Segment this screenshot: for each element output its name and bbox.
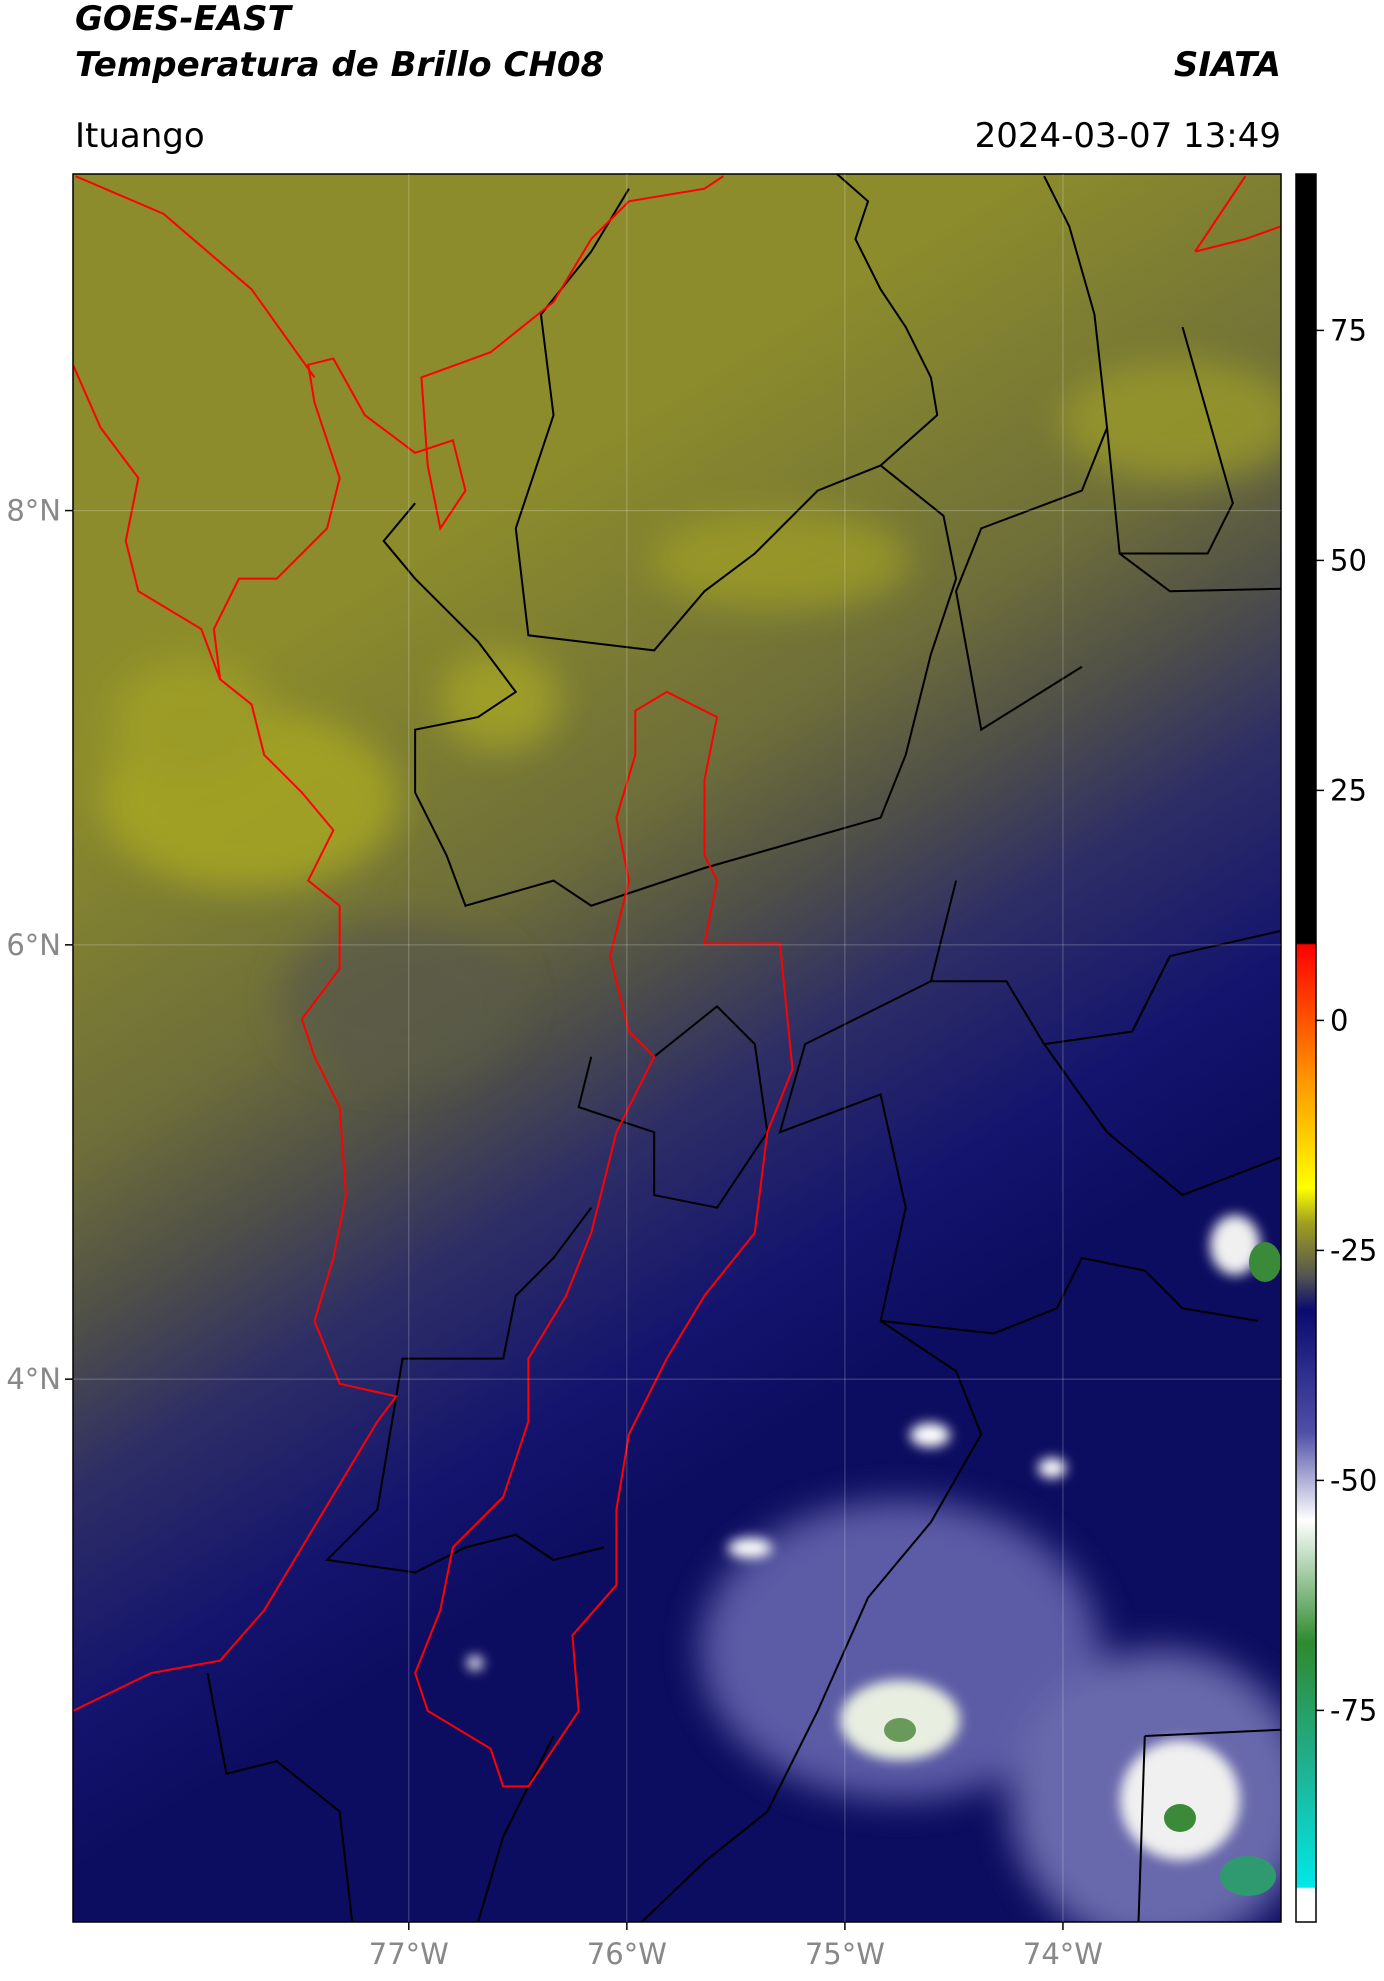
x-tick-label: 77°W: [369, 1937, 449, 1971]
y-tick-label: 4°N: [6, 1362, 61, 1396]
colorbar-tick-label: 25: [1330, 773, 1367, 807]
x-tick-label: 74°W: [1023, 1937, 1103, 1971]
y-tick-label: 8°N: [6, 494, 61, 528]
colorbar-tick-label: 50: [1330, 543, 1367, 577]
map-frame: [72, 173, 1282, 1923]
x-tick-label: 76°W: [587, 1937, 667, 1971]
location: Ituango: [75, 116, 205, 156]
satellite-image: [73, 174, 1281, 1922]
datetime: 2024-03-07 13:49: [975, 116, 1281, 156]
x-tick-label: 75°W: [805, 1937, 885, 1971]
colorbar-tick-label: -75: [1330, 1693, 1377, 1727]
colorbar-tick-label: 0: [1330, 1003, 1348, 1037]
colorbar-tick-label: -50: [1330, 1463, 1377, 1497]
colorbar: [1295, 173, 1317, 1923]
colorbar-tick-label: 75: [1330, 313, 1367, 347]
source: SIATA: [1174, 45, 1281, 85]
y-tick-label: 6°N: [6, 928, 61, 962]
title: GOES-EAST: [75, 0, 294, 39]
subtitle: Temperatura de Brillo CH08: [75, 45, 604, 85]
colorbar-tick-label: -25: [1330, 1233, 1377, 1267]
